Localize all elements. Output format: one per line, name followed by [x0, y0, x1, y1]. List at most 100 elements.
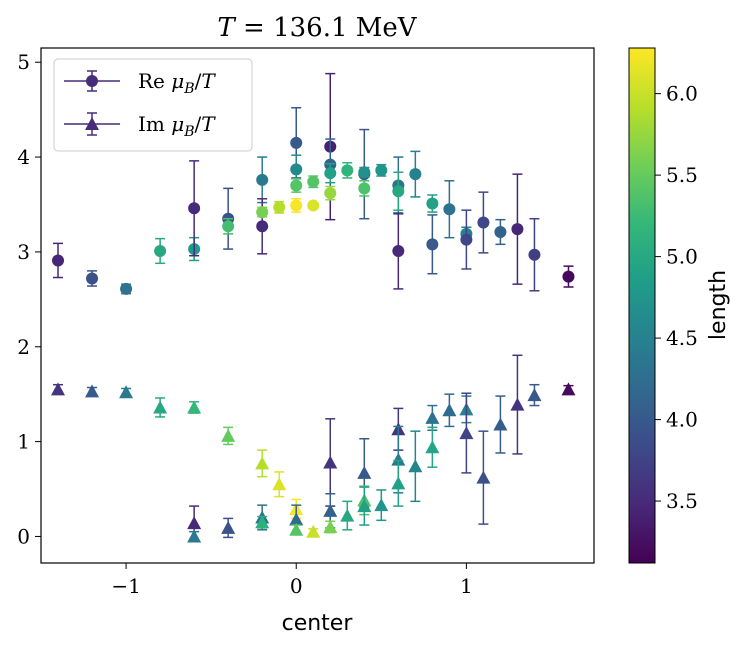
re-data-point [409, 150, 422, 198]
re-data-point [120, 282, 133, 295]
colorbar-tick-label: 4.0 [666, 408, 698, 432]
im-data-point [255, 449, 270, 478]
circle-marker [341, 164, 354, 177]
triangle-marker [187, 529, 202, 543]
circle-marker [273, 201, 286, 214]
im-data-point [510, 354, 525, 455]
re-data-point [358, 166, 371, 179]
circle-marker [154, 244, 167, 257]
re-data-point [528, 217, 541, 292]
re-data-point [426, 214, 439, 275]
colorbar: 3.5 4.0 4.5 5.0 5.5 6.0 length [628, 47, 731, 564]
im-data-point [289, 522, 304, 536]
legend-entry-im: Im μB/T [64, 112, 216, 140]
triangle-marker [289, 522, 304, 536]
triangle-marker [425, 440, 440, 454]
chart-title: T = 136.1 MeV [217, 13, 417, 43]
im-data-point [561, 382, 576, 396]
re-data-point [188, 160, 201, 257]
x-tick-label: 1 [460, 574, 473, 598]
re-data-point [256, 206, 269, 219]
x-tick-label: 0 [290, 574, 303, 598]
circle-marker [290, 199, 303, 212]
im-data-point [187, 529, 202, 543]
im-data-point [255, 515, 270, 529]
re-data-point [443, 180, 456, 239]
re-data-point [392, 212, 405, 290]
triangle-marker [306, 524, 321, 538]
triangle-marker [527, 388, 542, 402]
re-data-point [511, 173, 524, 285]
im-data-point [391, 459, 406, 507]
triangle-marker [323, 455, 338, 469]
triangle-marker [425, 410, 440, 424]
colorbar-tick-label: 3.5 [666, 489, 698, 513]
re-data-point [375, 163, 388, 177]
im-data-point [187, 400, 202, 414]
im-data-point [527, 383, 542, 407]
triangle-marker [408, 459, 423, 473]
triangle-marker [187, 516, 202, 530]
triangle-marker [442, 403, 457, 417]
circle-marker [409, 168, 422, 181]
im-data-point [476, 430, 491, 525]
im-data-point [323, 418, 338, 507]
y-axis-ticks: 0 1 2 3 4 5 [17, 50, 41, 548]
triangle-marker [51, 382, 66, 396]
legend-circle-marker [86, 75, 98, 87]
re-data-point [562, 265, 575, 288]
circle-marker [358, 182, 371, 195]
im-data-point [408, 430, 423, 503]
x-axis-ticks: −1 0 1 [111, 563, 473, 598]
triangle-marker [493, 417, 508, 431]
circle-marker [52, 254, 65, 267]
circle-marker [358, 166, 371, 179]
im-data-point [221, 426, 236, 446]
circle-marker [290, 136, 303, 149]
re-data-point [52, 242, 65, 279]
triangle-marker [221, 520, 236, 534]
im-data-point [357, 486, 372, 526]
triangle-marker [85, 384, 100, 398]
triangle-marker [187, 400, 202, 414]
im-data-point [323, 519, 338, 534]
im-data-point [272, 471, 287, 498]
im-data-point [425, 404, 440, 431]
legend: Re μB/T Im μB/T [53, 58, 253, 152]
circle-marker [290, 179, 303, 192]
legend-label-im: Im μB/T [138, 112, 216, 140]
circle-marker [86, 272, 99, 285]
triangle-marker [221, 428, 236, 442]
colorbar-tick-label: 6.0 [666, 82, 698, 106]
colorbar-tick-label: 5.5 [666, 163, 698, 187]
circle-marker [222, 220, 235, 233]
triangle-marker [323, 519, 338, 533]
circle-marker [188, 202, 201, 215]
colorbar-tick-label: 5.0 [666, 245, 698, 269]
circle-marker [120, 282, 133, 295]
colorbar-gradient [628, 47, 656, 564]
y-tick-label: 1 [17, 430, 30, 454]
re-data-point [256, 156, 269, 204]
im-data-point [221, 517, 236, 539]
circle-marker [256, 220, 269, 233]
triangle-marker [357, 465, 372, 479]
re-data-point [460, 209, 473, 270]
circle-marker [256, 173, 269, 186]
im-data-point [85, 384, 100, 398]
re-data-point [477, 191, 490, 254]
triangle-marker [391, 476, 406, 490]
re-data-point [392, 171, 405, 211]
circle-marker [477, 216, 490, 229]
re-data-point [324, 162, 337, 184]
y-tick-label: 0 [17, 524, 30, 548]
im-data-point [374, 489, 389, 522]
triangle-marker [357, 499, 372, 513]
circle-marker [511, 223, 524, 236]
x-tick-label: −1 [111, 574, 140, 598]
re-data-point [290, 198, 303, 213]
im-data-point [340, 500, 355, 531]
re-data-point [222, 217, 235, 235]
